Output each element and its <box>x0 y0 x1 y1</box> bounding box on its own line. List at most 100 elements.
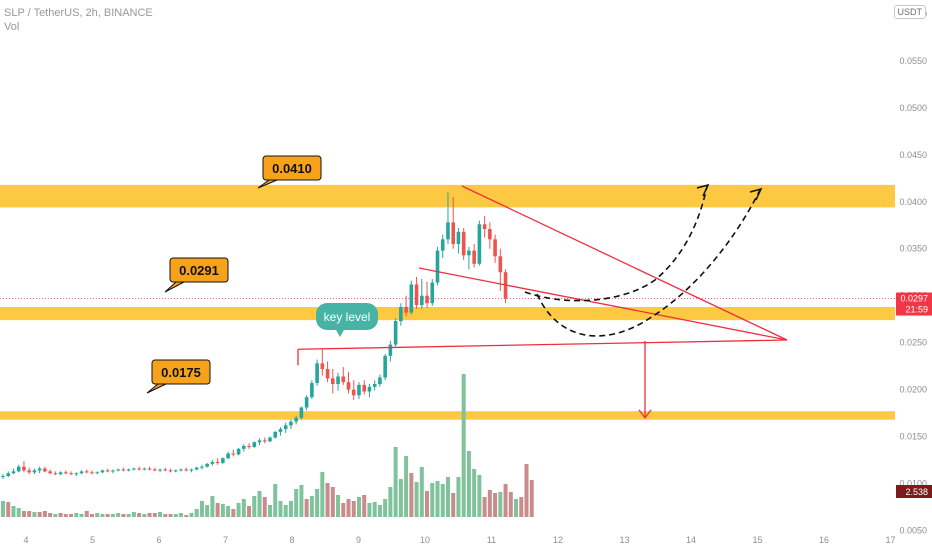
candle-body <box>121 469 126 471</box>
candle-body <box>58 472 63 475</box>
candle-body <box>43 468 47 472</box>
volume-bar <box>163 514 168 517</box>
candle-body <box>372 384 377 387</box>
volume-bar <box>131 512 136 517</box>
volume-bar <box>466 451 471 517</box>
candle-body <box>226 453 230 459</box>
candle-body <box>100 470 105 473</box>
volume-bar <box>320 472 325 517</box>
key-level-pill <box>316 303 378 330</box>
price-callout <box>151 359 211 385</box>
volume-bar <box>330 487 335 517</box>
volume-bar <box>21 511 26 517</box>
candle-body <box>404 306 408 313</box>
candle-body <box>22 466 26 471</box>
candle-body <box>498 256 503 273</box>
volume-bar <box>241 499 246 517</box>
symbol-title[interactable]: SLP / TetherUS, 2h, BINANCE <box>4 7 153 19</box>
time-tick-label: 8 <box>289 535 294 545</box>
candle-body <box>388 344 393 356</box>
candle-body <box>116 469 120 471</box>
volume-bar <box>294 489 299 517</box>
candle-body <box>304 397 309 408</box>
volume-bar <box>367 503 372 517</box>
candle-body <box>336 376 340 385</box>
candle-body <box>310 383 314 398</box>
volume-bar <box>236 503 241 517</box>
projection-arrow-head <box>696 183 710 197</box>
volume-bar <box>362 495 367 517</box>
price-tick-label: 0.0200 <box>899 385 927 395</box>
volume-bar <box>508 492 513 517</box>
candle-body <box>163 469 168 471</box>
volume-bar <box>6 502 11 517</box>
time-tick-label: 4 <box>23 535 28 545</box>
candle-body <box>362 384 367 392</box>
candle-body <box>90 472 94 474</box>
time-tick-label: 9 <box>356 535 361 545</box>
candle-body <box>446 222 450 240</box>
volume-bar <box>519 497 524 517</box>
time-tick-label: 15 <box>752 535 762 545</box>
volume-bar <box>247 506 252 517</box>
lower-trendline <box>418 267 788 341</box>
candle-body <box>236 448 241 455</box>
candle-body <box>132 468 136 470</box>
volume-bar <box>514 499 519 517</box>
volume-bar <box>178 513 183 517</box>
price-callout-label: 0.0410 <box>272 161 312 176</box>
callout-pointer <box>257 179 278 189</box>
candle-body <box>48 471 52 474</box>
volume-bar <box>147 513 152 517</box>
key-level-label: key level <box>324 310 371 324</box>
price-tick-label: 0.0150 <box>899 432 927 442</box>
candle-body <box>53 473 58 475</box>
candle-body <box>158 469 162 471</box>
volume-value-badge <box>896 485 932 498</box>
volume-bar <box>377 505 382 517</box>
level-band <box>0 411 895 420</box>
volume-bar <box>220 504 225 517</box>
volume-bar <box>304 499 309 517</box>
candle-body <box>294 417 298 422</box>
volume-bar <box>325 483 330 517</box>
volume-bar <box>11 506 16 517</box>
candle-body <box>493 239 497 257</box>
callout-pointer <box>164 281 185 293</box>
time-tick-label: 10 <box>420 535 430 545</box>
candle-body <box>147 468 152 470</box>
candle-body <box>221 458 225 463</box>
candle-body <box>37 468 42 471</box>
price-tick-label: 0.0050 <box>899 526 927 536</box>
volume-bar <box>121 514 126 517</box>
volume-bar <box>435 481 440 517</box>
volume-bar <box>137 513 142 517</box>
candle-body <box>173 470 178 472</box>
projection-path <box>536 189 761 337</box>
volume-indicator-label[interactable]: Vol <box>4 21 20 33</box>
time-tick-label: 11 <box>487 535 496 545</box>
time-tick-label: 5 <box>90 535 95 545</box>
volume-bar <box>341 503 346 517</box>
key-level-pointer <box>335 328 345 337</box>
volume-bar <box>173 514 178 517</box>
volume-bar <box>503 484 508 517</box>
current-price-value: 0.0297 <box>900 294 928 304</box>
currency-scale-badge[interactable]: USDT <box>893 5 926 19</box>
volume-bar <box>398 479 403 517</box>
volume-bar <box>116 513 121 517</box>
volume-bar <box>409 473 414 517</box>
volume-bar <box>472 469 477 517</box>
volume-bar <box>205 505 210 517</box>
volume-bar <box>283 505 288 517</box>
volume-bar <box>262 497 267 517</box>
volume-bar <box>482 497 487 517</box>
chart-header: SLP / TetherUS, 2h, BINANCE Vol <box>4 6 153 34</box>
candle-body <box>393 321 398 345</box>
candle-body <box>357 384 361 396</box>
candle-body <box>331 378 335 385</box>
candle-body <box>74 473 79 475</box>
candle-body <box>315 363 319 384</box>
volume-bar <box>425 491 430 517</box>
